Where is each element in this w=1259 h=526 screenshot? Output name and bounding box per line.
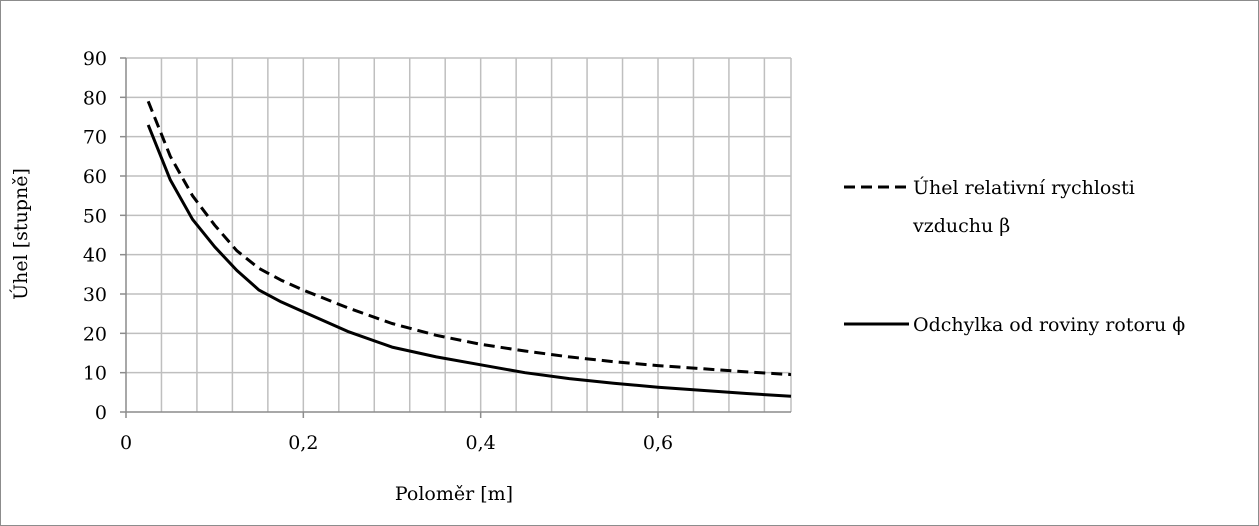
legend-label-phi: Odchylka od roviny rotoru ϕ xyxy=(913,314,1185,336)
x-tick-label: 0,4 xyxy=(466,432,496,454)
tick-labels: 0 10 20 30 40 50 60 70 80 90 0 0,2 0,4 0,6 xyxy=(83,48,673,454)
y-tick-label: 90 xyxy=(83,48,107,70)
y-axis-title: Úhel [stupně] xyxy=(9,168,32,300)
axes xyxy=(120,57,791,418)
x-tick-label: 0 xyxy=(120,432,132,454)
y-tick-label: 40 xyxy=(83,245,107,267)
x-axis-title: Poloměr [m] xyxy=(395,483,513,505)
y-tick-label: 70 xyxy=(83,127,107,149)
y-tick-label: 0 xyxy=(95,402,107,424)
x-tick-label: 0,2 xyxy=(288,432,318,454)
y-tick-label: 80 xyxy=(83,87,107,109)
y-tick-label: 10 xyxy=(83,363,107,385)
series-line-beta xyxy=(146,100,792,377)
y-tick-label: 20 xyxy=(83,323,107,345)
legend: Úhel relativní rychlosti vzduchu β Odchy… xyxy=(844,176,1185,336)
y-tick-label: 50 xyxy=(83,205,107,227)
series-line-phi xyxy=(146,124,792,398)
y-tick-label: 60 xyxy=(83,166,107,188)
legend-label-beta-line2: vzduchu β xyxy=(912,215,1010,237)
grid-lines xyxy=(126,57,792,412)
x-tick-label: 0,6 xyxy=(643,432,673,454)
legend-label-beta-line1: Úhel relativní rychlosti xyxy=(913,176,1135,199)
series-lines xyxy=(146,100,792,398)
y-tick-label: 30 xyxy=(83,284,107,306)
